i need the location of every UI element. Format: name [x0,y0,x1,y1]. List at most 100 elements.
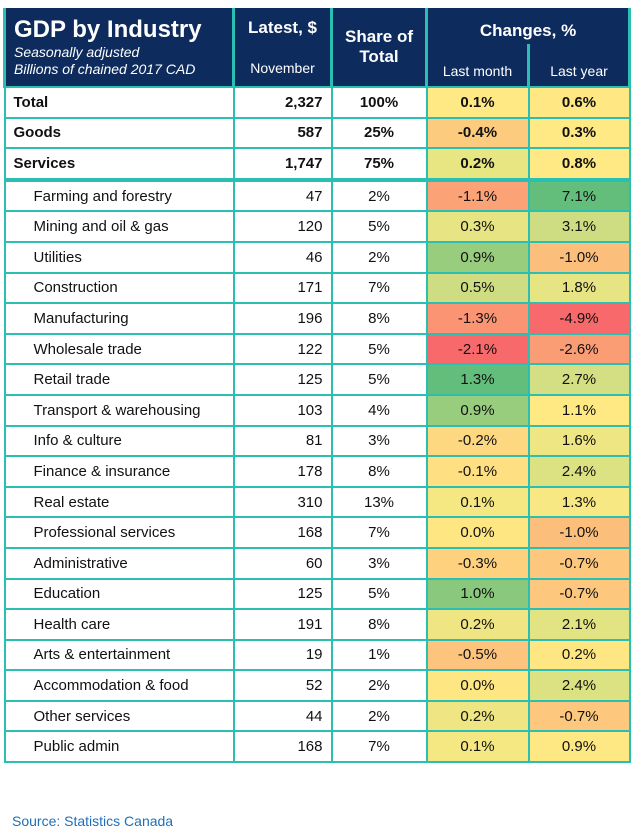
table-row: Mining and oil & gas 120 5% 0.3% 3.1% [3,210,631,243]
share-value: 2% [330,669,428,702]
row-label: Utilities [3,240,235,274]
last-month-change: -0.4% [425,116,530,150]
latest-value: 310 [232,485,333,519]
latest-value: 46 [232,240,333,274]
row-label: Administrative [3,546,235,580]
last-month-change: -0.2% [425,424,530,458]
row-label: Info & culture [3,424,235,458]
latest-value: 178 [232,455,333,488]
share-value: 3% [330,546,428,580]
latest-value: 125 [232,577,333,611]
last-year-change: -2.6% [527,332,631,366]
row-label: Arts & entertainment [3,638,235,672]
share-value: 2% [330,240,428,274]
table-row: Transport & warehousing 103 4% 0.9% 1.1% [3,393,631,427]
last-year-change: -4.9% [527,302,631,335]
latest-value: 171 [232,271,333,305]
last-year-change: -1.0% [527,240,631,274]
table-title: GDP by Industry [3,8,235,44]
table-row: Real estate 310 13% 0.1% 1.3% [3,485,631,519]
latest-value: 2,327 [232,86,333,119]
share-value: 1% [330,638,428,672]
table-row: Total 2,327 100% 0.1% 0.6% [3,86,631,119]
row-label: Professional services [3,516,235,549]
row-label: Construction [3,271,235,305]
table-row: Retail trade 125 5% 1.3% 2.7% [3,363,631,396]
share-value: 5% [330,577,428,611]
table-row: Wholesale trade 122 5% -2.1% -2.6% [3,332,631,366]
last-month-change: 0.2% [425,147,530,182]
latest-value: 120 [232,210,333,243]
last-month-change: -0.3% [425,546,530,580]
latest-value: 81 [232,424,333,458]
last-year-change: 0.9% [527,730,631,764]
header-share: Share of Total [330,8,428,87]
row-label: Services [3,147,235,182]
row-label: Transport & warehousing [3,393,235,427]
last-month-change: -0.5% [425,638,530,672]
table-row: Utilities 46 2% 0.9% -1.0% [3,240,631,274]
table-row: Services 1,747 75% 0.2% 0.8% [3,147,631,182]
last-month-change: 0.3% [425,210,530,243]
row-label: Public admin [3,730,235,764]
row-label: Manufacturing [3,302,235,335]
table-row: Farming and forestry 47 2% -1.1% 7.1% [3,178,631,213]
last-year-change: -0.7% [527,577,631,611]
latest-value: 191 [232,608,333,641]
last-month-change: 1.3% [425,363,530,396]
last-month-change: 0.1% [425,86,530,119]
header-changes: Changes, % [424,8,632,44]
table-row: Accommodation & food 52 2% 0.0% 2.4% [3,669,631,702]
latest-value: 196 [232,302,333,335]
last-month-change: 0.1% [425,485,530,519]
share-value: 25% [330,116,428,150]
share-value: 2% [330,699,428,733]
table-row: Education 125 5% 1.0% -0.7% [3,577,631,611]
last-month-change: 1.0% [425,577,530,611]
table-row: Health care 191 8% 0.2% 2.1% [3,608,631,641]
gdp-table: GDP by Industry Latest, $ November Share … [3,8,632,764]
table-row: Construction 171 7% 0.5% 1.8% [3,271,631,305]
latest-value: 52 [232,669,333,702]
last-month-change: 0.0% [425,516,530,549]
latest-value: 125 [232,363,333,396]
row-label: Wholesale trade [3,332,235,366]
latest-value: 1,747 [232,147,333,182]
table-row: Public admin 168 7% 0.1% 0.9% [3,730,631,764]
last-year-change: 1.1% [527,393,631,427]
last-month-change: -0.1% [425,455,530,488]
share-value: 8% [330,608,428,641]
row-label: Real estate [3,485,235,519]
share-value: 7% [330,271,428,305]
last-month-change: -2.1% [425,332,530,366]
last-year-change: 0.8% [527,147,631,182]
table-row: Goods 587 25% -0.4% 0.3% [3,116,631,150]
latest-value: 47 [232,178,333,213]
header-last-month: Last month [425,44,530,87]
table-row: Finance & insurance 178 8% -0.1% 2.4% [3,455,631,488]
last-month-change: 0.2% [425,699,530,733]
share-value: 5% [330,332,428,366]
last-month-change: 0.9% [425,393,530,427]
header-last-year: Last year [527,44,632,87]
last-year-change: 0.2% [527,638,631,672]
share-value: 2% [330,178,428,213]
share-value: 5% [330,363,428,396]
table-row: Other services 44 2% 0.2% -0.7% [3,699,631,733]
source-note: Source: Statistics Canada [12,813,174,829]
last-year-change: 0.6% [527,86,631,119]
latest-value: 168 [232,516,333,549]
last-month-change: 0.2% [425,608,530,641]
row-label: Education [3,577,235,611]
last-month-change: -1.1% [425,178,530,213]
row-label: Goods [3,116,235,150]
latest-value: 103 [232,393,333,427]
row-label: Total [3,86,235,119]
table-row: Administrative 60 3% -0.3% -0.7% [3,546,631,580]
share-value: 3% [330,424,428,458]
row-label: Mining and oil & gas [3,210,235,243]
row-label: Retail trade [3,363,235,396]
share-value: 4% [330,393,428,427]
last-year-change: 3.1% [527,210,631,243]
table-row: Professional services 168 7% 0.0% -1.0% [3,516,631,549]
